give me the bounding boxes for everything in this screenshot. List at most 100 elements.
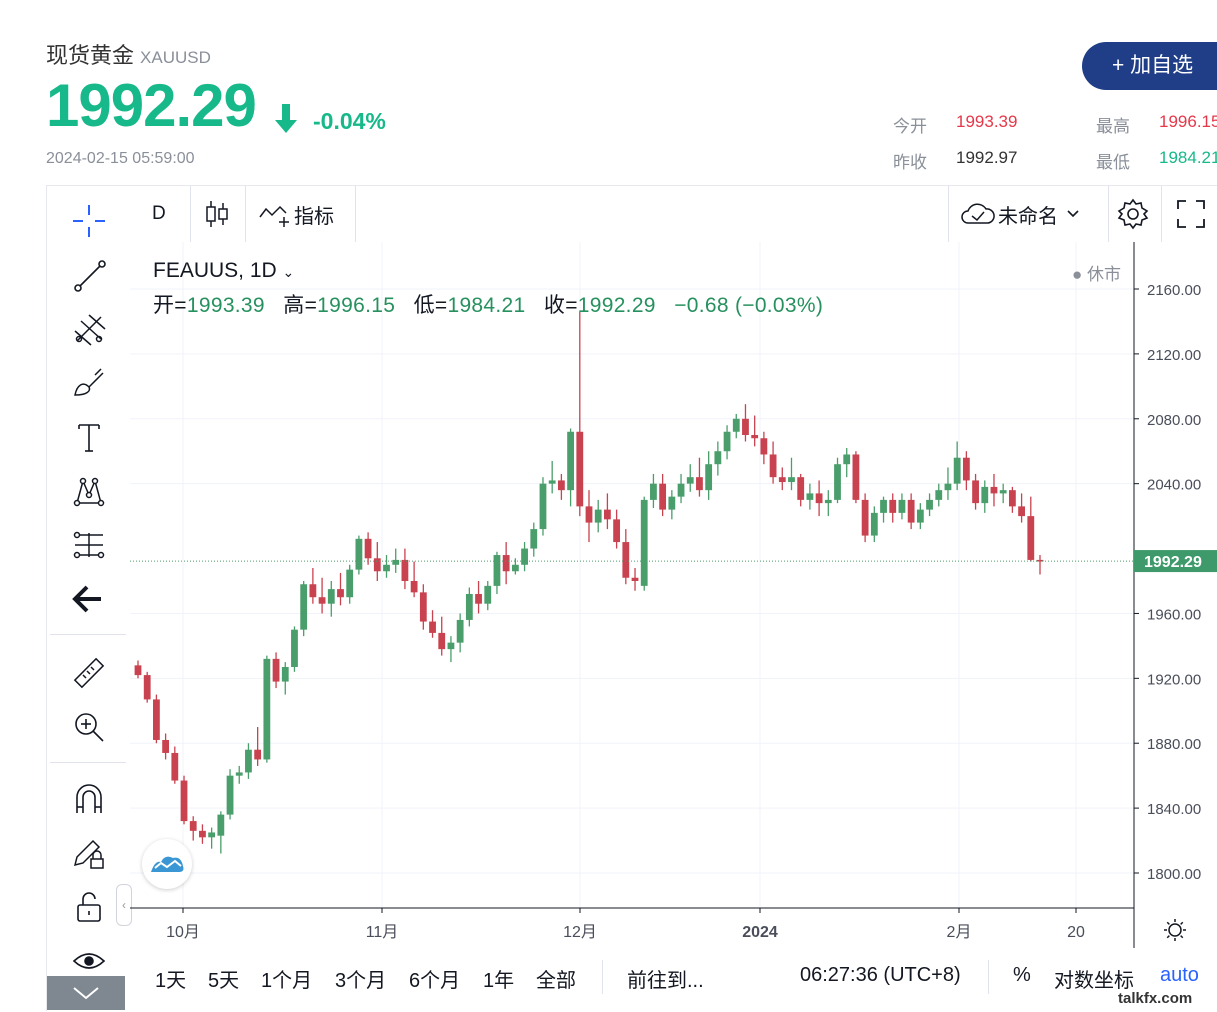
candle-body [143, 675, 151, 700]
time-tick-label: 10月 [166, 924, 200, 941]
magnet-icon [75, 784, 102, 813]
candle-body [576, 431, 584, 507]
pattern-tool[interactable] [47, 466, 130, 516]
prev-close-value: 1992.97 [956, 148, 1018, 167]
indicator-icon [259, 205, 289, 227]
trend-line-tool[interactable] [47, 250, 130, 300]
interval-button[interactable]: D [152, 203, 166, 224]
unlock-tool[interactable] [47, 882, 130, 932]
chevron-down-icon [73, 987, 99, 1000]
candle-body [401, 559, 409, 581]
candle-body [208, 832, 216, 838]
candle-body [622, 542, 630, 578]
candle-body [778, 477, 786, 483]
forecast-tool[interactable] [47, 520, 130, 570]
candle-body [696, 477, 703, 491]
layout-name-button[interactable]: 未命名 [958, 186, 1086, 242]
open-label: 今开 [893, 117, 927, 136]
range-all[interactable]: 全部 [536, 970, 576, 992]
log-scale-toggle[interactable]: 对数坐标 [1054, 970, 1134, 992]
current-price: 1992.29 [46, 72, 257, 139]
candle-body [907, 499, 915, 523]
settings-button[interactable] [1116, 186, 1150, 242]
candle-body [585, 506, 593, 523]
candle-body [751, 435, 759, 439]
watermark: talkfx.com [1118, 990, 1193, 1007]
candle-body [604, 509, 611, 520]
candle-body [705, 464, 713, 491]
candle-body [502, 555, 510, 572]
candle-body [898, 499, 906, 513]
candle-body [235, 772, 243, 776]
current-price-badge [1134, 550, 1217, 573]
candle-body [318, 597, 326, 604]
crosshair-tool[interactable] [47, 196, 130, 246]
candle-body [631, 577, 639, 581]
pattern-icon [73, 477, 104, 507]
theme-toggle-icon[interactable] [1164, 919, 1186, 941]
percent-toggle[interactable]: % [1013, 964, 1031, 986]
price-change: -0.04% [313, 108, 386, 134]
zoom-tool[interactable] [47, 702, 130, 752]
indicators-label: 指标 [294, 205, 334, 228]
candle-body [567, 431, 574, 491]
indicators-button[interactable]: 指标 [258, 186, 334, 242]
price-tick-label: 2120.00 [1147, 347, 1201, 364]
candle-body [640, 499, 648, 586]
low-label: 最低 [1096, 153, 1130, 172]
candle-body [650, 483, 657, 500]
back-tool[interactable] [47, 574, 130, 624]
candle-body [815, 493, 823, 504]
legend-symbol[interactable]: FEAUUS, 1D ⌄ [153, 259, 295, 282]
candle-body [999, 490, 1007, 494]
high-value: 1996.15 [1159, 112, 1217, 131]
chart-type-button[interactable] [204, 186, 230, 242]
chart-frame [46, 185, 1217, 1011]
pitchfork-tool[interactable] [47, 304, 130, 354]
auto-scale-toggle[interactable]: auto [1160, 964, 1199, 986]
candle-body [1018, 506, 1025, 517]
candle-body [456, 619, 464, 643]
brush-tool[interactable] [47, 358, 130, 408]
candle-body [1008, 490, 1016, 507]
candle-body [668, 496, 676, 510]
candle-body [686, 477, 694, 484]
collapse-toolbar-handle[interactable]: ‹ [116, 884, 132, 926]
magnet-tool[interactable] [47, 774, 130, 824]
candle-body [199, 830, 206, 838]
range-6m[interactable]: 6个月 [409, 970, 461, 992]
fullscreen-button[interactable] [1174, 186, 1208, 242]
goto-date-button[interactable]: 前往到... [627, 970, 704, 992]
range-5d[interactable]: 5天 [208, 970, 240, 992]
range-1m[interactable]: 1个月 [261, 970, 313, 992]
candle-body [392, 559, 400, 565]
lock-drawing-tool[interactable] [47, 828, 130, 878]
brush-icon [73, 368, 104, 396]
range-1y[interactable]: 1年 [483, 970, 515, 992]
candle-body [944, 483, 952, 491]
candle-body [272, 658, 280, 682]
fullscreen-icon [1177, 200, 1205, 228]
measure-tool[interactable] [47, 648, 130, 698]
unlock-icon [76, 892, 101, 922]
candle-body [291, 629, 298, 667]
range-3m[interactable]: 3个月 [335, 970, 387, 992]
text-tool[interactable] [47, 412, 130, 462]
tools-scroll-down[interactable] [47, 976, 125, 1010]
candle-body [990, 486, 998, 494]
time-tick-label: 2月 [947, 924, 972, 941]
text-icon [77, 424, 100, 452]
add-watchlist-button[interactable]: + 加自选 [1082, 42, 1217, 90]
price-chart[interactable]: 2160.00 2120.00 2080.00 2040.00 1960.00 1920.… [130, 242, 1217, 948]
clock-display[interactable]: 06:27:36 (UTC+8) [800, 964, 961, 986]
candle-body [539, 483, 547, 530]
range-1d[interactable]: 1天 [155, 970, 187, 992]
candle-body [953, 457, 961, 484]
candle-body [484, 585, 492, 604]
candle-body [870, 512, 878, 536]
candle-body [162, 739, 170, 753]
candle-body [530, 529, 538, 549]
price-tick-label: 2040.00 [1147, 477, 1201, 494]
visibility-tool[interactable] [47, 936, 130, 986]
trend-line-icon [73, 260, 106, 292]
